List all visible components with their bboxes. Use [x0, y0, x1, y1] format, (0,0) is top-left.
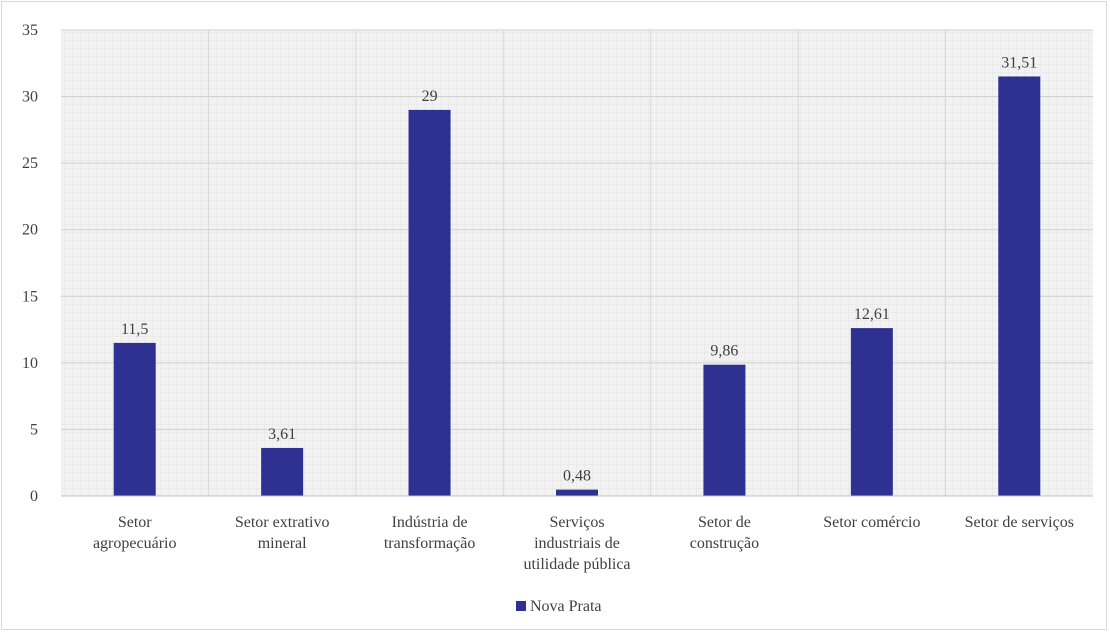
plot-area: [61, 30, 1093, 496]
y-tick-label: 0: [30, 488, 38, 505]
bar: [408, 109, 451, 496]
x-tick-label: Serviços industriais de utilidade pública: [523, 514, 630, 573]
data-label: 11,5: [121, 321, 148, 338]
x-tick-label: Indústria de transformação: [384, 514, 476, 552]
bars: 11,5 3,61 29 0,48 9,86 12,61 31,51: [113, 54, 1041, 496]
plot-background: [61, 30, 1093, 496]
gridlines: [61, 29, 1093, 496]
y-tick-label: 10: [22, 355, 38, 372]
y-tick-label: 15: [22, 288, 38, 305]
bar: [703, 364, 746, 496]
legend-label: Nova Prata: [530, 598, 602, 615]
x-tick-label: Setor de serviços: [965, 514, 1074, 531]
x-tick-label: Setor extrativo mineral: [235, 514, 330, 552]
legend: Nova Prata: [516, 598, 602, 615]
x-tick-label: Setor comércio: [823, 514, 920, 531]
data-label: 31,51: [1001, 54, 1037, 71]
y-tick-label: 35: [22, 22, 38, 39]
data-label: 3,61: [268, 426, 296, 443]
legend-swatch: [516, 601, 526, 611]
bar: [556, 489, 598, 496]
data-label: 29: [422, 88, 438, 105]
bar: [261, 447, 304, 496]
y-tick-label: 25: [22, 155, 38, 172]
bar: [113, 342, 156, 496]
data-label: 12,61: [854, 306, 890, 323]
data-label: 9,86: [710, 343, 738, 360]
x-tick-label: Setor agropecuário: [93, 514, 177, 552]
x-tick-label: Setor de construção: [690, 514, 759, 552]
y-tick-label: 30: [22, 89, 38, 106]
axes: 0 5 10 15 20 25 30 35 Setor agropecuário Setor ext…: [22, 22, 1093, 573]
data-label: 0,48: [563, 468, 591, 485]
y-tick-label: 20: [22, 222, 38, 239]
bar: [998, 76, 1041, 496]
y-tick-label: 5: [30, 421, 38, 438]
bar: [850, 328, 893, 496]
